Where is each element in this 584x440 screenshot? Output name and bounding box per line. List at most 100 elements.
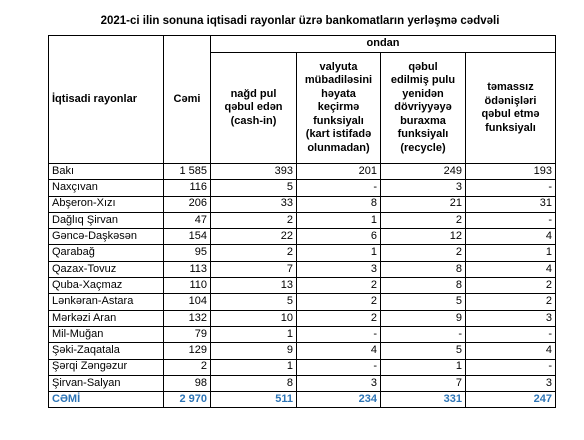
value-cell: 79	[163, 325, 211, 344]
value-cell: -	[465, 358, 556, 376]
value-cell: 8	[380, 260, 466, 279]
header-line: yenidən	[402, 87, 444, 100]
region-cell: Bakı	[48, 162, 164, 181]
value-cell: 201	[296, 162, 381, 181]
header-line: qəbul etmə	[481, 108, 540, 120]
header-line: dövriyyəyə	[394, 101, 452, 114]
value-cell: 10	[210, 309, 297, 327]
value-cell: 2 970	[163, 391, 211, 409]
region-cell: Şirvan-Salyan	[48, 374, 164, 393]
value-cell: 116	[163, 179, 211, 197]
column-header: qəbul edilmiş pulu yenidən dövriyyəyə buraxm…	[380, 52, 466, 164]
header-line: valyuta	[319, 60, 358, 73]
data-row: Qarabağ 95 2 1 2 1	[48, 244, 556, 262]
header-line: keçirmə	[317, 101, 360, 114]
value-cell: -	[296, 325, 381, 344]
value-cell: 8	[296, 195, 381, 213]
value-cell: 154	[163, 228, 211, 246]
data-row: Şəki-Zaqatala 129 9 4 5 4	[48, 342, 556, 360]
data-row: Şirvan-Salyan 98 8 3 7 3	[48, 374, 556, 393]
value-cell: 3	[465, 309, 556, 327]
data-row: Gəncə-Daşkəsən 154 22 6 12 4	[48, 228, 556, 246]
value-cell: -	[465, 179, 556, 197]
header-line: funksiyalı	[313, 114, 364, 127]
value-cell: 2	[296, 293, 381, 311]
header-line: qəbul edən	[224, 101, 283, 114]
value-cell: 1	[465, 244, 556, 262]
header-line: funksiyalı	[397, 128, 449, 141]
value-cell: 511	[210, 391, 297, 409]
value-cell: 7	[380, 374, 466, 393]
value-cell: 1	[210, 325, 297, 344]
region-cell: Naxçıvan	[48, 179, 164, 197]
value-cell: 206	[163, 195, 211, 213]
value-cell: 9	[380, 309, 466, 327]
region-cell: Mərkəzi Aran	[48, 309, 164, 327]
value-cell: 8	[210, 374, 297, 393]
data-row: Mərkəzi Aran 132 10 2 9 3	[48, 309, 556, 327]
header-line: buraxma	[400, 114, 446, 127]
header-line: nağd pul	[230, 87, 277, 100]
total-header: Cəmi	[163, 35, 211, 164]
value-cell: 33	[210, 195, 297, 213]
value-cell: 1	[380, 358, 466, 376]
region-cell: Dağlıq Şirvan	[48, 211, 164, 230]
value-cell: 9	[210, 342, 297, 360]
value-cell: 3	[465, 374, 556, 393]
value-cell: 393	[210, 162, 297, 181]
value-cell: 113	[163, 260, 211, 279]
value-cell: 129	[163, 342, 211, 360]
header-line: funksiyalı	[485, 121, 536, 134]
region-header: İqtisadi rayonlar	[48, 35, 164, 164]
value-cell: 2	[163, 358, 211, 376]
region-cell: Lənkəran-Astara	[48, 293, 164, 311]
header-line: (kart istifadə	[305, 128, 372, 141]
header-line: olunmadan)	[307, 141, 370, 154]
value-cell: 5	[380, 293, 466, 311]
value-cell: 4	[465, 260, 556, 279]
value-cell: 331	[380, 391, 466, 409]
value-cell: 193	[465, 162, 556, 181]
region-cell: Abşeron-Xızı	[48, 195, 164, 213]
value-cell: 7	[210, 260, 297, 279]
value-cell: 5	[210, 179, 297, 197]
value-cell: 47	[163, 211, 211, 230]
value-cell: 3	[380, 179, 466, 197]
value-cell: 1	[210, 358, 297, 376]
value-cell: 2	[210, 211, 297, 230]
group-header: ondan	[210, 35, 556, 53]
header-line: (recycle)	[400, 141, 446, 154]
region-cell: CƏMİ	[48, 391, 164, 409]
data-row: Naxçıvan 116 5-3-	[48, 179, 556, 197]
header-line: (cash-in)	[230, 114, 277, 127]
value-cell: 6	[296, 228, 381, 246]
column-header: valyuta mübadiləsini həyata keçirmə funksiya…	[296, 52, 381, 164]
value-cell: 21	[380, 195, 466, 213]
value-cell: 5	[380, 342, 466, 360]
value-cell: 2	[380, 244, 466, 262]
value-cell: 95	[163, 244, 211, 262]
value-cell: 4	[465, 228, 556, 246]
header-line: edilmiş pulu	[390, 74, 456, 87]
value-cell: 247	[465, 391, 556, 409]
region-cell: Şəki-Zaqatala	[48, 342, 164, 360]
value-cell: 2	[296, 309, 381, 327]
value-cell: -	[465, 325, 556, 344]
header-line: ödənişləri	[484, 94, 537, 107]
value-cell: -	[465, 211, 556, 230]
data-row: Quba-Xaçmaz 110 13 2 8 2	[48, 277, 556, 295]
total-row: CƏMİ 2 970 511 234 331 247	[48, 391, 556, 409]
column-header: nağd pul qəbul edən (cash-in)	[210, 52, 297, 164]
value-cell: 2	[380, 211, 466, 230]
data-row: Abşeron-Xızı 206 33 8 21 31	[48, 195, 556, 213]
header-line: qəbul	[408, 60, 438, 73]
value-cell: 1	[296, 244, 381, 262]
value-cell: 2	[465, 293, 556, 311]
value-cell: 3	[296, 374, 381, 393]
data-row: Bakı 1 585 393 201 249 193	[48, 162, 556, 181]
value-cell: 8	[380, 277, 466, 295]
header-line: mübadiləsini	[304, 74, 373, 87]
value-cell: 110	[163, 277, 211, 295]
value-cell: 12	[380, 228, 466, 246]
